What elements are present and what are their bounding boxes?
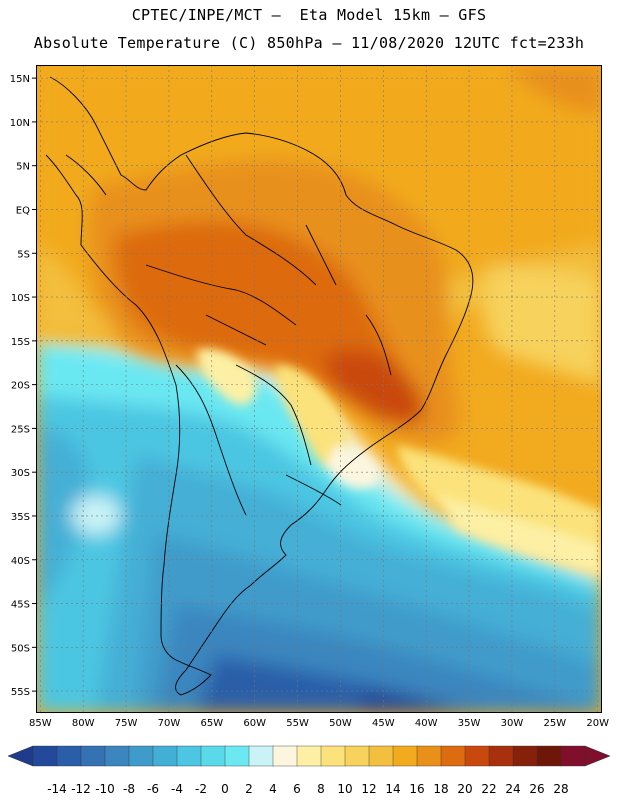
colorbar-bin	[368, 745, 394, 767]
latitude-labels: 15N 10N 5N EQ 5S 10S 15S 20S 25S 30S 35S 40S 45S 50S 5…	[10, 74, 36, 698]
colorbar-bin	[128, 745, 154, 767]
colorbar-label: -14	[47, 782, 67, 796]
latitude-label: 45S	[11, 600, 30, 611]
latitude-label: 5S	[17, 249, 30, 260]
map-title-line2: Absolute Temperature (C) 850hPa – 11/08/…	[33, 34, 585, 52]
colorbar-bin	[296, 745, 322, 767]
latitude-label: EQ	[16, 205, 30, 216]
colorbar-bin	[512, 745, 538, 767]
longitude-label: 80W	[72, 718, 95, 729]
colorbar-label: 14	[385, 782, 400, 796]
colorbar-bin	[32, 745, 58, 767]
colorbar-label: -6	[147, 782, 159, 796]
latitude-label: 35S	[11, 512, 30, 523]
colorbar-label: 20	[457, 782, 472, 796]
colorbar-bin	[152, 745, 178, 767]
colorbar-bin	[320, 745, 346, 767]
latitude-label: 10N	[10, 118, 30, 129]
colorbar-bin	[392, 745, 418, 767]
colorbar-label: 12	[361, 782, 376, 796]
colorbar-bin	[56, 745, 82, 767]
colorbar-label: -10	[95, 782, 115, 796]
colorbar-bin	[80, 745, 106, 767]
latitude-label: 15S	[11, 337, 30, 348]
colorbar-label: 22	[481, 782, 496, 796]
longitude-label: 25W	[544, 718, 567, 729]
longitude-label: 30W	[501, 718, 524, 729]
colorbar-bin	[464, 745, 490, 767]
latitude-label: 25S	[11, 424, 30, 435]
colorbar-label: 10	[337, 782, 352, 796]
longitude-labels: 85W 80W 75W 70W 65W 60W 55W 50W 45W 40W 35W 30W 25W 2…	[29, 718, 609, 729]
longitude-label: 55W	[286, 718, 309, 729]
colorbar-bin	[248, 745, 274, 767]
colorbar-bin	[176, 745, 202, 767]
colorbar-label: 2	[245, 782, 253, 796]
colorbar-bin	[224, 745, 250, 767]
colorbar-label: 24	[505, 782, 520, 796]
longitude-label: 50W	[329, 718, 352, 729]
longitude-label: 60W	[243, 718, 266, 729]
colorbar-bin	[344, 745, 370, 767]
colorbar-label: -12	[71, 782, 91, 796]
longitude-label: 35W	[458, 718, 481, 729]
latitude-label: 40S	[11, 556, 30, 567]
colorbar-label: 26	[529, 782, 544, 796]
colorbar-over-triangle	[584, 745, 611, 767]
colorbar-label: 0	[221, 782, 229, 796]
temperature-field	[36, 65, 602, 713]
longitude-label: 40W	[415, 718, 438, 729]
colorbar-label: 8	[317, 782, 325, 796]
colorbar-bin	[200, 745, 226, 767]
latitude-label: 55S	[11, 687, 30, 698]
colorbar-bin	[440, 745, 466, 767]
colorbar: -14 -12 -10 -8 -6 -4 -2 0 2 4 6 8 10 12 14 16 18 20 22 24 26…	[7, 745, 611, 796]
colorbar-label: -8	[123, 782, 135, 796]
map-title-line1: CPTEC/INPE/MCT – Eta Model 15km – GFS	[131, 6, 487, 24]
colorbar-label: -4	[171, 782, 183, 796]
longitude-label: 75W	[115, 718, 138, 729]
map-frame	[36, 65, 602, 713]
colorbar-label: 28	[553, 782, 568, 796]
colorbar-label: 4	[269, 782, 277, 796]
colorbar-bin	[416, 745, 442, 767]
colorbar-label: 6	[293, 782, 301, 796]
latitude-label: 20S	[11, 381, 30, 392]
longitude-label: 85W	[29, 718, 52, 729]
longitude-label: 45W	[372, 718, 395, 729]
coastline-borders	[45, 76, 474, 696]
colorbar-bin	[104, 745, 130, 767]
longitude-label: 70W	[158, 718, 181, 729]
colorbar-bin	[488, 745, 514, 767]
longitude-label: 65W	[200, 718, 223, 729]
colorbar-label: -2	[195, 782, 207, 796]
latitude-label: 30S	[11, 468, 30, 479]
colorbar-label: 16	[409, 782, 424, 796]
colorbar-bin	[536, 745, 562, 767]
colorbar-under-triangle	[7, 745, 34, 767]
colorbar-label: 18	[433, 782, 448, 796]
latitude-label: 5N	[16, 162, 30, 173]
graticule	[36, 65, 602, 713]
latitude-label: 15N	[10, 74, 30, 85]
temperature-map	[36, 65, 602, 713]
latitude-label: 50S	[11, 643, 30, 654]
longitude-label: 20W	[586, 718, 609, 729]
colorbar-bin	[272, 745, 298, 767]
latitude-label: 10S	[11, 293, 30, 304]
colorbar-bin	[560, 745, 586, 767]
